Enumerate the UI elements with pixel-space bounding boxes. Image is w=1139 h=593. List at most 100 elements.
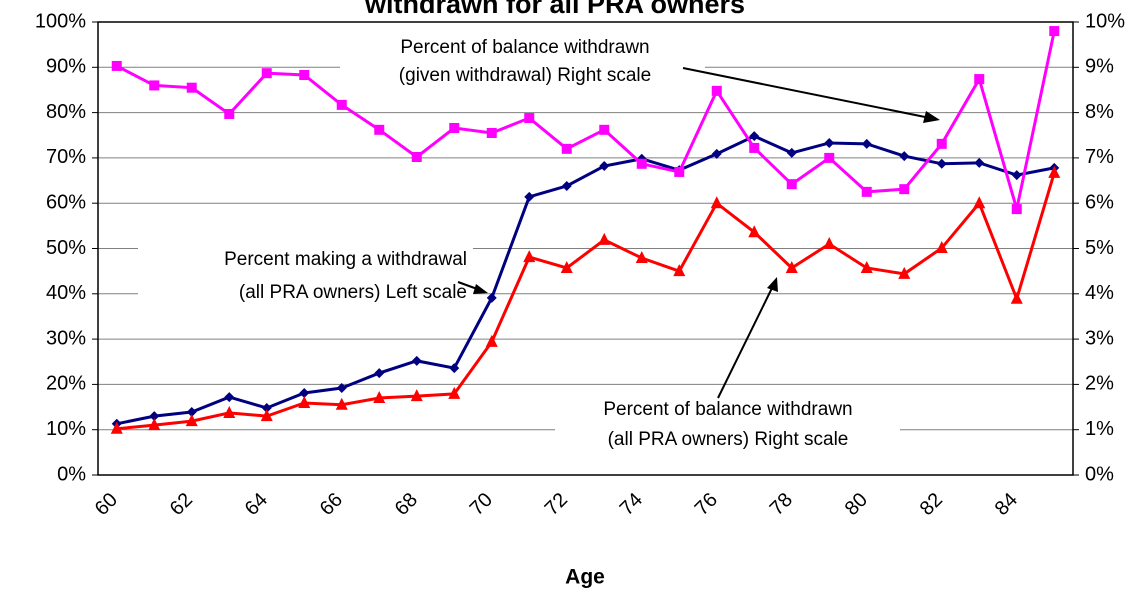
point bbox=[186, 82, 197, 93]
point bbox=[149, 80, 160, 91]
point bbox=[635, 251, 648, 264]
point bbox=[486, 127, 497, 138]
point bbox=[1011, 170, 1022, 181]
y2-tick-label: 5% bbox=[1085, 237, 1114, 259]
x-tick-label: 70 bbox=[466, 489, 497, 520]
annotation-box bbox=[138, 244, 473, 308]
point bbox=[673, 264, 686, 277]
y2-tick-label: 9% bbox=[1085, 56, 1114, 78]
point bbox=[449, 123, 460, 134]
point bbox=[223, 405, 236, 418]
y-tick-label: 0% bbox=[57, 463, 86, 485]
point bbox=[1048, 165, 1061, 178]
point bbox=[448, 386, 461, 399]
point bbox=[749, 131, 760, 142]
point bbox=[524, 191, 535, 202]
y2-tick-label: 6% bbox=[1085, 191, 1114, 213]
point bbox=[785, 260, 798, 273]
y-tick-label: 100% bbox=[35, 10, 86, 32]
point bbox=[636, 158, 647, 169]
x-tick-label: 84 bbox=[991, 489, 1022, 520]
annotation-text: (all PRA owners) Left scale bbox=[239, 282, 467, 303]
y-tick-label: 50% bbox=[46, 237, 86, 259]
annotation-text: Percent of balance withdrawn bbox=[400, 37, 649, 58]
x-tick-label: 62 bbox=[166, 489, 197, 520]
point bbox=[786, 147, 797, 158]
annotation-text: Percent of balance withdrawn bbox=[603, 399, 852, 420]
point bbox=[335, 397, 348, 410]
point bbox=[523, 250, 536, 263]
point bbox=[974, 74, 985, 85]
x-tick-label: 68 bbox=[391, 489, 422, 520]
x-tick-label: 82 bbox=[916, 489, 947, 520]
series-line bbox=[116, 134, 1055, 426]
point bbox=[336, 99, 347, 110]
point bbox=[186, 407, 197, 418]
point bbox=[973, 196, 986, 209]
x-tick-label: 76 bbox=[691, 489, 722, 520]
point bbox=[336, 383, 347, 394]
point bbox=[485, 334, 498, 347]
y-tick-label: 80% bbox=[46, 101, 86, 123]
x-tick-label: 80 bbox=[841, 489, 872, 520]
arrow-head bbox=[767, 277, 778, 292]
y-tick-label: 60% bbox=[46, 191, 86, 213]
y2-tick-label: 3% bbox=[1085, 327, 1114, 349]
y2-tick-label: 7% bbox=[1085, 146, 1114, 168]
x-tick-label: 60 bbox=[91, 489, 122, 520]
point bbox=[710, 196, 723, 209]
point bbox=[299, 70, 310, 81]
y2-tick-label: 2% bbox=[1085, 373, 1114, 395]
point bbox=[261, 68, 272, 79]
point bbox=[599, 161, 610, 172]
point bbox=[786, 179, 797, 190]
point bbox=[110, 421, 123, 434]
x-tick-label: 72 bbox=[541, 489, 572, 520]
point bbox=[561, 180, 572, 191]
annotation-arrow bbox=[717, 287, 773, 399]
point bbox=[899, 184, 910, 195]
annotation-text: (given withdrawal) Right scale bbox=[399, 65, 651, 86]
point bbox=[599, 124, 610, 135]
point bbox=[749, 142, 760, 153]
point bbox=[299, 388, 310, 399]
point bbox=[374, 124, 385, 135]
point bbox=[261, 402, 272, 413]
point bbox=[411, 151, 422, 162]
y-tick-label: 90% bbox=[46, 56, 86, 78]
point bbox=[936, 138, 947, 149]
point bbox=[486, 292, 497, 303]
point bbox=[861, 138, 872, 149]
point bbox=[224, 108, 235, 119]
y2-tick-label: 0% bbox=[1085, 463, 1114, 485]
x-tick-label: 74 bbox=[616, 489, 647, 520]
point bbox=[598, 232, 611, 245]
annotation-text: (all PRA owners) Right scale bbox=[608, 429, 849, 450]
point bbox=[899, 151, 910, 162]
y-tick-label: 70% bbox=[46, 146, 86, 168]
series-line bbox=[116, 172, 1056, 431]
y2-tick-label: 10% bbox=[1085, 10, 1125, 32]
point bbox=[260, 409, 273, 422]
x-tick-label: 66 bbox=[316, 489, 347, 520]
y2-tick-label: 1% bbox=[1085, 418, 1114, 440]
point bbox=[898, 266, 911, 279]
arrow-head bbox=[923, 111, 940, 123]
x-tick-label: 78 bbox=[766, 489, 797, 520]
point bbox=[824, 152, 835, 163]
point bbox=[560, 260, 573, 273]
point bbox=[148, 418, 161, 431]
point bbox=[149, 411, 160, 422]
x-tick-label: 64 bbox=[241, 489, 272, 520]
point bbox=[860, 260, 873, 273]
point bbox=[823, 236, 836, 249]
point bbox=[449, 363, 460, 374]
annotation-box bbox=[555, 394, 900, 456]
annotation-text: Percent making a withdrawal bbox=[224, 249, 467, 270]
point bbox=[561, 143, 572, 154]
point bbox=[524, 113, 535, 124]
plot-border bbox=[97, 21, 1074, 476]
point bbox=[748, 225, 761, 238]
point bbox=[974, 157, 985, 168]
